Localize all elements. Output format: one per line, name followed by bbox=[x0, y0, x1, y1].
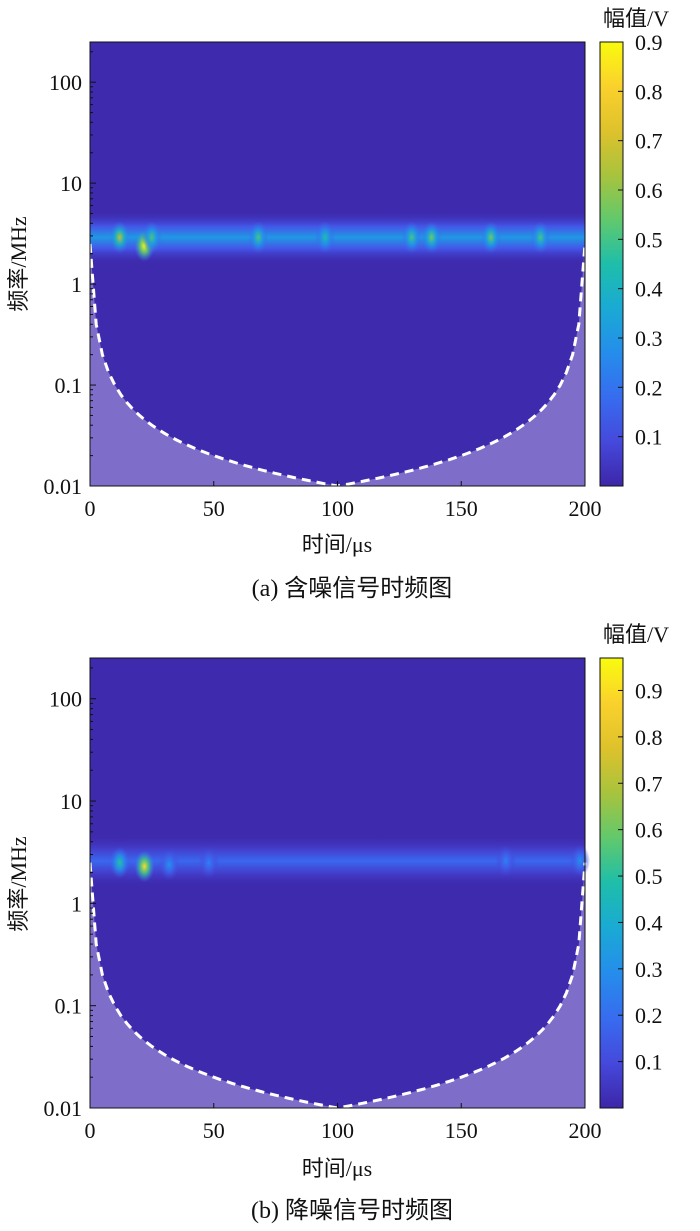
y-ticks-b: 0.01 0.1 1 10 100 bbox=[44, 667, 96, 1121]
data-peak bbox=[315, 221, 336, 254]
colorbar-tick-label: 0.4 bbox=[635, 277, 663, 302]
x-tick-label: 200 bbox=[569, 496, 602, 521]
colorbar-label-a: 幅值/V bbox=[603, 6, 669, 31]
colorbar-tick-label: 0.9 bbox=[635, 678, 663, 703]
y-tick-label: 1 bbox=[71, 272, 82, 297]
caption-a: (a) 含噪信号时频图 bbox=[252, 575, 453, 602]
x-tick-label: 100 bbox=[321, 496, 354, 521]
colorbar-a: 0.1 0.2 0.3 0.4 0.5 0.6 0.7 0.8 0.9 bbox=[599, 30, 663, 487]
y-tick-label: 100 bbox=[49, 70, 82, 95]
energy-band bbox=[90, 209, 585, 266]
x-tick-label: 150 bbox=[445, 496, 478, 521]
colorbar-tick-label: 0.8 bbox=[635, 79, 663, 104]
y-tick-label: 10 bbox=[60, 789, 82, 814]
heatmap-b bbox=[90, 658, 591, 1108]
x-tick-label: 100 bbox=[321, 1118, 354, 1143]
data-peak bbox=[570, 844, 591, 877]
colorbar-tick-label: 0.7 bbox=[635, 129, 663, 154]
colorbar-tick-label: 0.8 bbox=[635, 725, 663, 750]
coi-shade bbox=[90, 243, 585, 486]
heatmap-a bbox=[90, 42, 585, 486]
colorbar-b: 0.1 0.2 0.3 0.4 0.5 0.6 0.7 0.8 0.9 bbox=[599, 657, 663, 1109]
data-peak bbox=[109, 221, 130, 254]
y-tick-label: 1 bbox=[71, 891, 82, 916]
y-ticks-a: 0.01 0.1 1 10 100 bbox=[44, 51, 96, 499]
x-tick-label: 200 bbox=[569, 1118, 602, 1143]
data-peak bbox=[134, 850, 155, 883]
colorbar-tick-label: 0.1 bbox=[635, 425, 663, 450]
colorbar-tick-label: 0.6 bbox=[635, 178, 663, 203]
x-tick-label: 0 bbox=[85, 1118, 96, 1143]
colorbar-tick-label: 0.5 bbox=[635, 227, 663, 252]
colorbar-gradient bbox=[599, 41, 624, 487]
colorbar-tick-label: 0.2 bbox=[635, 375, 663, 400]
data-peak bbox=[401, 221, 422, 254]
data-peak bbox=[530, 221, 551, 254]
data-peak bbox=[421, 221, 442, 254]
data-peak bbox=[198, 846, 219, 879]
x-tick-label: 50 bbox=[203, 496, 225, 521]
data-peak bbox=[480, 221, 501, 254]
x-tick-label: 50 bbox=[203, 1118, 225, 1143]
colorbar-tick-label: 0.7 bbox=[635, 771, 663, 796]
y-axis-label-a: 频率/MHz bbox=[6, 216, 31, 312]
x-ticks-a: 0 50 100 150 200 bbox=[85, 481, 602, 521]
y-tick-label: 0.1 bbox=[55, 373, 83, 398]
x-axis-label-b: 时间/μs bbox=[302, 1156, 372, 1181]
colorbar-label-b: 幅值/V bbox=[603, 622, 669, 647]
caption-b: (b) 降噪信号时频图 bbox=[251, 1197, 453, 1224]
x-tick-label: 0 bbox=[85, 496, 96, 521]
data-peak bbox=[159, 848, 180, 881]
y-tick-label: 0.01 bbox=[44, 474, 83, 499]
colorbar-tick-label: 0.4 bbox=[635, 910, 663, 935]
colorbar-tick-label: 0.1 bbox=[635, 1050, 663, 1075]
coi-shade bbox=[90, 862, 585, 1108]
x-tick-label: 150 bbox=[445, 1118, 478, 1143]
y-tick-label: 100 bbox=[49, 687, 82, 712]
colorbar-tick-label: 0.5 bbox=[635, 864, 663, 889]
y-axis-label-b: 频率/MHz bbox=[6, 836, 31, 932]
data-peak bbox=[109, 846, 130, 879]
colorbar-tick-label: 0.2 bbox=[635, 1003, 663, 1028]
data-peak bbox=[495, 844, 516, 877]
colorbar-tick-label: 0.9 bbox=[635, 30, 663, 55]
colorbar-tick-label: 0.3 bbox=[635, 326, 663, 351]
colorbar-tick-label: 0.3 bbox=[635, 957, 663, 982]
x-ticks-b: 0 50 100 150 200 bbox=[85, 1103, 602, 1143]
x-axis-label-a: 时间/μs bbox=[302, 532, 372, 557]
colorbar-tick-label: 0.6 bbox=[635, 818, 663, 843]
y-tick-label: 0.01 bbox=[44, 1096, 83, 1121]
y-tick-label: 0.1 bbox=[55, 994, 83, 1019]
data-peak bbox=[141, 221, 162, 254]
data-peak bbox=[248, 221, 269, 254]
y-tick-label: 10 bbox=[60, 171, 82, 196]
colorbar-gradient bbox=[599, 657, 624, 1109]
